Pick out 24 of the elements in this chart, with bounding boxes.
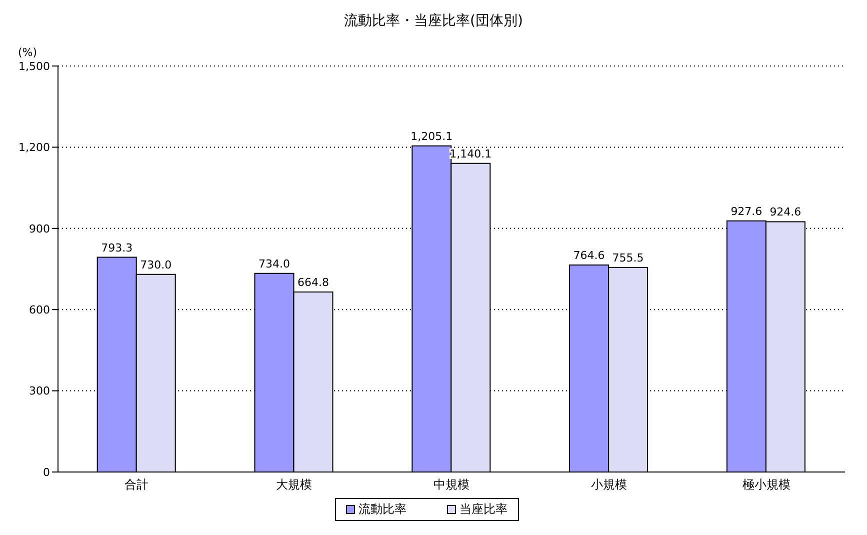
legend-label: 当座比率 <box>458 501 508 518</box>
data-label: 927.6 <box>730 204 762 218</box>
data-label: 793.3 <box>101 241 133 254</box>
x-tick-label: 合計 <box>124 478 149 492</box>
y-tick-label: 1,200 <box>18 141 50 154</box>
x-tick-label: 中規模 <box>434 478 470 492</box>
data-label: 730.0 <box>140 258 172 272</box>
data-label: 924.6 <box>770 206 802 219</box>
x-tick-label: 極小規模 <box>742 478 790 492</box>
y-tick-label: 600 <box>29 304 50 317</box>
data-label: 664.8 <box>298 276 329 290</box>
chart-title: 流動比率・当座比率(団体別) <box>343 12 524 30</box>
y-tick-label: 300 <box>29 384 50 398</box>
x-tick-label: 大規模 <box>276 478 312 492</box>
y-tick-label: 0 <box>43 466 50 479</box>
x-tick-label: 小規模 <box>590 478 627 492</box>
y-axis-title: (%) <box>18 46 38 59</box>
legend-label: 流動比率 <box>358 501 406 518</box>
data-label: 764.6 <box>573 249 605 262</box>
y-tick-label: 1,500 <box>18 60 50 73</box>
data-label: 734.0 <box>258 257 290 270</box>
data-label: 755.5 <box>612 252 644 265</box>
y-tick-label: 900 <box>29 222 50 236</box>
data-label: 1,205.1 <box>410 130 453 143</box>
